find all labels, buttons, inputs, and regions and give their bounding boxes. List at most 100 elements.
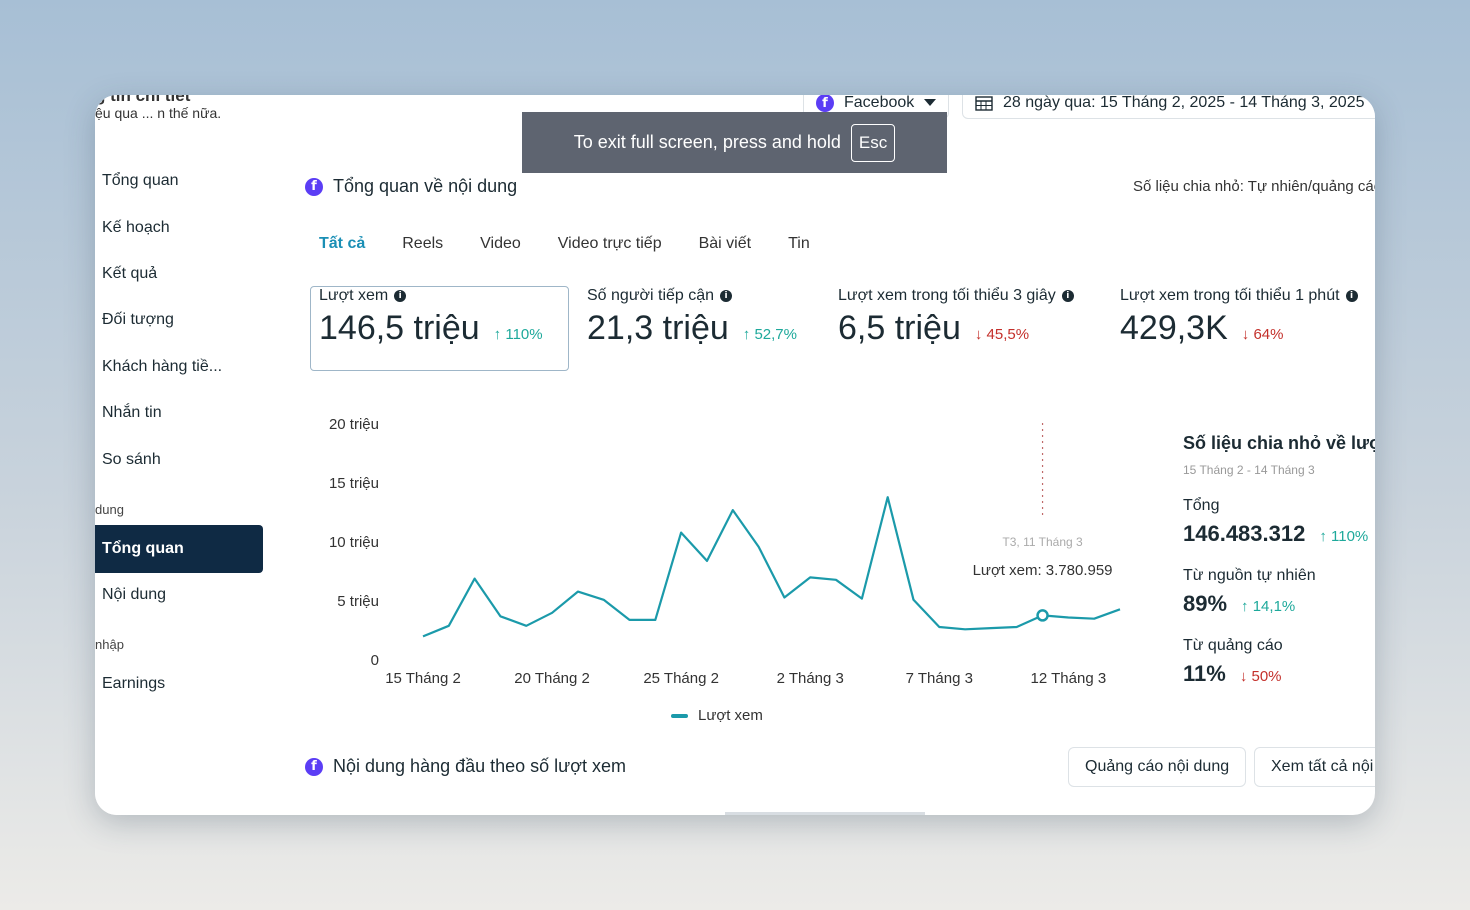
app-window: g tin chi tiết ệu qua ... n thế nữa. Tổn…	[95, 95, 1375, 815]
sidebar-item-compare[interactable]: So sánh	[102, 451, 161, 468]
metric-card-selected[interactable]	[310, 286, 569, 371]
highlight-point	[1036, 609, 1049, 622]
series-line-views	[422, 496, 1121, 638]
info-icon[interactable]: i	[394, 290, 407, 302]
sidebar: g tin chi tiết ệu qua ... n thế nữa. Tổn…	[95, 95, 280, 815]
y-tick-label: 15 triệu	[329, 475, 379, 492]
info-icon[interactable]: i	[1061, 290, 1074, 302]
arrow-up-icon: ↑	[493, 326, 502, 343]
content-type-tabs: Tất cả Reels Video Video trực tiếp Bài v…	[319, 235, 810, 253]
breakdown-row-ads: Từ quảng cáo 11% ↓ 50%	[1183, 637, 1283, 687]
y-tick-label: 0	[371, 652, 379, 669]
breakdown-value: 89%	[1183, 591, 1228, 616]
esc-key-badge: Esc	[850, 123, 896, 162]
metric-label: Lượt xem	[319, 287, 389, 304]
metric-change: ↓ 45,5%	[974, 326, 1030, 343]
page-heading-cut: g tin chi tiết	[95, 95, 191, 105]
metric-change: ↑ 52,7%	[742, 326, 797, 343]
metric-change: ↓ 64%	[1241, 326, 1284, 343]
breakdown-value: 11%	[1183, 661, 1226, 686]
calendar-icon	[975, 96, 993, 111]
breakdown-label: Từ nguồn tự nhiên	[1183, 567, 1316, 584]
metric-views[interactable]: Lượt xem i 146,5 triệu ↑ 110%	[319, 287, 543, 348]
sidebar-item-plan[interactable]: Kế hoạch	[102, 219, 170, 236]
metric-change: ↑ 110%	[493, 326, 543, 343]
tab-reels[interactable]: Reels	[402, 235, 444, 252]
y-tick-label: 20 triệu	[329, 416, 379, 433]
breakdown-row-organic: Từ nguồn tự nhiên 89% ↑ 14,1%	[1183, 567, 1316, 617]
facebook-icon: f	[305, 757, 323, 776]
arrow-down-icon: ↓	[1241, 326, 1250, 343]
metric-value: 146,5 triệu	[319, 309, 480, 347]
sidebar-item-prospects[interactable]: Khách hàng tiề...	[102, 358, 223, 375]
x-tick-label: 25 Tháng 2	[643, 670, 719, 687]
sidebar-item-audience[interactable]: Đối tượng	[102, 311, 174, 328]
sidebar-section-income: nhập	[95, 637, 124, 652]
arrow-up-icon: ↑	[1319, 528, 1327, 545]
date-range-picker[interactable]: 28 ngày qua: 15 Tháng 2, 2025 - 14 Tháng…	[962, 95, 1375, 119]
breakdown-label: Tổng	[1183, 497, 1220, 514]
metric-label: Số người tiếp cận	[587, 287, 715, 304]
top-content-title: f Nội dung hàng đầu theo số lượt xem	[305, 756, 626, 777]
metric-3s-views[interactable]: Lượt xem trong tối thiểu 3 giây i 6,5 tri…	[838, 287, 1074, 348]
views-breakdown-panel: Số liệu chia nhỏ về lượt xem 15 Tháng 2 …	[1183, 433, 1375, 686]
chart-legend: Lượt xem	[671, 707, 763, 724]
sidebar-item-overview[interactable]: Tổng quan	[102, 172, 179, 189]
sidebar-item-messaging[interactable]: Nhắn tin	[102, 404, 162, 421]
promote-content-button[interactable]: Quảng cáo nội dung	[1068, 747, 1247, 787]
top-content-title-text: Nội dung hàng đầu theo số lượt xem	[333, 756, 627, 776]
arrow-up-icon: ↑	[1241, 598, 1249, 615]
page-subheading-cut: ệu qua ... n thế nữa.	[95, 105, 222, 121]
sidebar-section-content: dung	[95, 502, 124, 517]
breakdown-change: ↑ 14,1%	[1241, 598, 1296, 615]
scroll-indicator	[725, 812, 925, 815]
metric-value: 429,3K	[1120, 309, 1228, 347]
tab-stories[interactable]: Tin	[788, 235, 810, 252]
caret-down-icon	[924, 99, 937, 106]
metric-value: 6,5 triệu	[838, 309, 961, 347]
metric-label: Lượt xem trong tối thiểu 1 phút	[1120, 287, 1340, 304]
breakdown-subtitle: 15 Tháng 2 - 14 Tháng 3	[1183, 463, 1315, 477]
legend-label: Lượt xem	[698, 707, 763, 724]
metric-value: 21,3 triệu	[587, 309, 729, 347]
tab-live-video[interactable]: Video trực tiếp	[557, 235, 662, 252]
breakdown-change: ↑ 110%	[1319, 528, 1369, 545]
view-all-content-button[interactable]: Xem tất cả nội dung	[1254, 747, 1375, 787]
x-tick-label: 20 Tháng 2	[514, 670, 590, 687]
x-tick-label: 15 Tháng 2	[385, 670, 461, 687]
metric-reach[interactable]: Số người tiếp cận i 21,3 triệu ↑ 52,7%	[587, 287, 797, 348]
sidebar-item-content[interactable]: Nội dung	[102, 586, 167, 603]
breakdown-change: ↓ 50%	[1239, 668, 1282, 685]
arrow-down-icon: ↓	[1239, 668, 1248, 685]
facebook-icon: f	[305, 177, 323, 196]
tab-posts[interactable]: Bài viết	[698, 235, 752, 252]
breakdown-value: 146.483.312	[1183, 521, 1306, 546]
breakdown-selector[interactable]: Số liệu chia nhỏ: Tự nhiên/quảng cáo	[1133, 178, 1375, 195]
metric-1min-views[interactable]: Lượt xem trong tối thiểu 1 phút i 429,3K …	[1120, 287, 1358, 348]
sidebar-item-earnings[interactable]: Earnings	[102, 675, 166, 692]
date-range-label: 28 ngày qua: 15 Tháng 2, 2025 - 14 Tháng…	[1003, 95, 1365, 111]
info-icon[interactable]: i	[720, 290, 733, 302]
y-tick-label: 10 triệu	[329, 534, 379, 551]
sidebar-item-content-overview[interactable]: Tổng quan	[95, 525, 263, 573]
views-line-chart[interactable]: 0 5 triệu 10 triệu 15 triệu 20 triệu 15 Tháng…	[310, 405, 1150, 705]
metric-label: Lượt xem trong tối thiểu 3 giây	[838, 287, 1056, 304]
arrow-up-icon: ↑	[742, 326, 751, 343]
x-tick-label: 12 Tháng 3	[1031, 670, 1107, 687]
content-overview-title-text: Tổng quan về nội dung	[333, 176, 518, 196]
facebook-icon: f	[816, 95, 834, 112]
platform-select-label: Facebook	[844, 95, 915, 111]
tooltip-date: T3, 11 Tháng 3	[1002, 535, 1083, 549]
tab-all[interactable]: Tất cả	[319, 235, 366, 252]
tooltip-value: Lượt xem: 3.780.959	[973, 562, 1113, 579]
breakdown-label: Từ quảng cáo	[1183, 637, 1283, 654]
x-tick-label: 7 Tháng 3	[906, 670, 973, 687]
legend-swatch	[671, 713, 688, 718]
x-tick-label: 2 Tháng 3	[777, 670, 844, 687]
toast-message: To exit full screen, press and hold	[573, 132, 841, 152]
content-overview-title: f Tổng quan về nội dung	[305, 176, 517, 197]
breakdown-row-total: Tổng 146.483.312 ↑ 110%	[1183, 497, 1368, 547]
info-icon[interactable]: i	[1345, 290, 1358, 302]
sidebar-item-results[interactable]: Kết quả	[102, 265, 158, 282]
tab-video[interactable]: Video	[480, 235, 521, 252]
